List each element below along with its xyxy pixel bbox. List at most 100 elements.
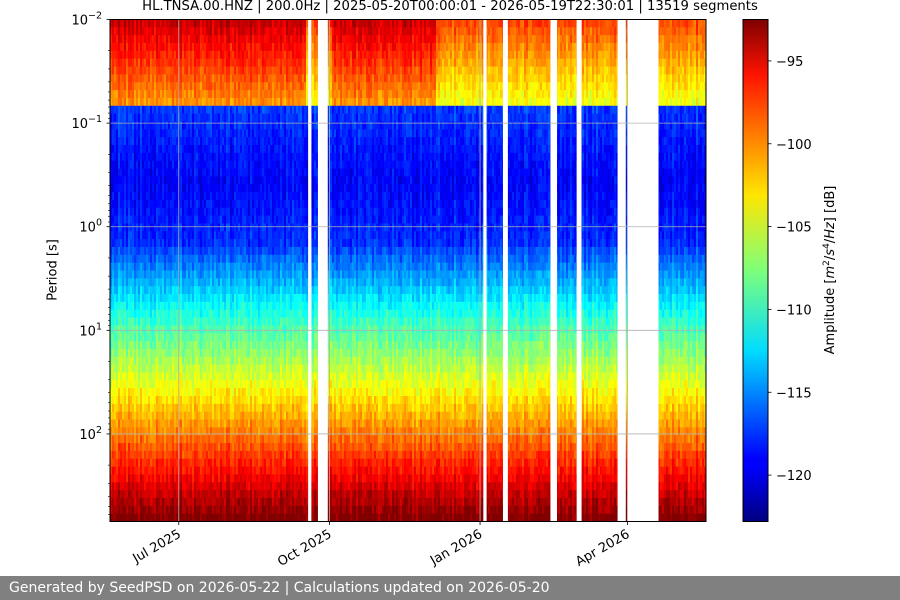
heatmap-cell [172,50,175,60]
heatmap-cell [160,129,163,138]
heatmap-cell [164,97,167,107]
heatmap-cell [202,231,205,240]
heatmap-cell [128,246,131,256]
heatmap-cell [148,199,151,209]
heatmap-cell [236,160,239,169]
heatmap-cell [214,341,217,350]
heatmap-cell [174,427,177,436]
heatmap-cell [122,184,125,193]
heatmap-cell [180,58,183,67]
heatmap-cell [248,458,251,467]
heatmap-cell [248,137,251,146]
heatmap-cell [114,184,117,193]
heatmap-cell [158,317,161,326]
heatmap-cell [142,50,145,60]
heatmap-cell [222,388,225,397]
heatmap-cell [220,505,223,515]
heatmap-cell [164,364,167,373]
heatmap-cell [136,474,139,483]
heatmap-cell [152,458,155,467]
heatmap-cell [220,419,223,428]
heatmap-cell [130,490,133,499]
heatmap-cell [132,497,135,507]
heatmap-cell [246,82,249,91]
heatmap-cell [198,43,201,52]
heatmap-cell [110,121,113,130]
heatmap-cell [210,207,213,216]
heatmap-cell [152,466,155,475]
heatmap-cell [250,27,253,36]
heatmap-cell [242,356,245,366]
heatmap-cell [142,443,145,452]
heatmap-cell [226,474,229,483]
heatmap-cell [162,309,165,318]
heatmap-cell [176,443,179,452]
heatmap-cell [156,97,159,107]
heatmap-cell [258,19,261,28]
heatmap-cell [264,231,267,240]
heatmap-cell [140,396,143,405]
heatmap-cell [142,341,145,350]
heatmap-cell [180,113,183,122]
heatmap-cell [242,35,245,44]
heatmap-cell [224,278,227,287]
heatmap-cell [264,152,267,162]
heatmap-cell [222,105,225,115]
heatmap-cell [116,19,119,28]
heatmap-cell [170,411,173,420]
heatmap-cell [174,129,177,138]
heatmap-cell [122,270,125,279]
heatmap-cell [242,458,245,467]
heatmap-cell [236,199,239,209]
heatmap-cell [226,192,229,201]
heatmap-cell [152,82,155,91]
heatmap-cell [192,50,195,60]
heatmap-cell [120,466,123,475]
heatmap-cell [250,121,253,130]
heatmap-cell [164,309,167,318]
heatmap-cell [130,333,133,342]
heatmap-cell [224,113,227,122]
heatmap-cell [174,309,177,318]
heatmap-cell [260,325,263,334]
heatmap-cell [226,325,229,334]
heatmap-cell [260,396,263,405]
heatmap-cell [228,356,231,366]
heatmap-cell [122,239,125,248]
heatmap-cell [124,145,127,154]
heatmap-cell [210,286,213,295]
heatmap-cell [116,262,119,271]
heatmap-cell [166,466,169,475]
heatmap-cell [166,396,169,405]
heatmap-cell [252,239,255,248]
heatmap-cell [120,490,123,499]
heatmap-cell [132,317,135,326]
heatmap-cell [264,450,267,460]
heatmap-cell [252,380,255,389]
heatmap-cell [254,262,257,271]
heatmap-cell [234,348,237,358]
heatmap-cell [244,168,247,177]
heatmap-cell [194,325,197,334]
heatmap-cell [150,90,153,99]
heatmap-cell [222,403,225,413]
heatmap-cell [208,301,211,311]
heatmap-cell [112,388,115,397]
heatmap-cell [196,458,199,467]
heatmap-cell [150,43,153,52]
heatmap-cell [196,513,199,522]
heatmap-cell [180,482,183,491]
heatmap-cell [142,105,145,115]
heatmap-cell [130,246,133,256]
heatmap-cell [230,411,233,420]
heatmap-cell [128,443,131,452]
heatmap-cell [192,278,195,287]
heatmap-cell [204,199,207,209]
heatmap-cell [168,348,171,358]
heatmap-cell [170,435,173,444]
heatmap-cell [246,58,249,67]
heatmap-cell [248,490,251,499]
heatmap-cell [146,160,149,169]
heatmap-cell [208,74,211,83]
heatmap-cell [208,388,211,397]
